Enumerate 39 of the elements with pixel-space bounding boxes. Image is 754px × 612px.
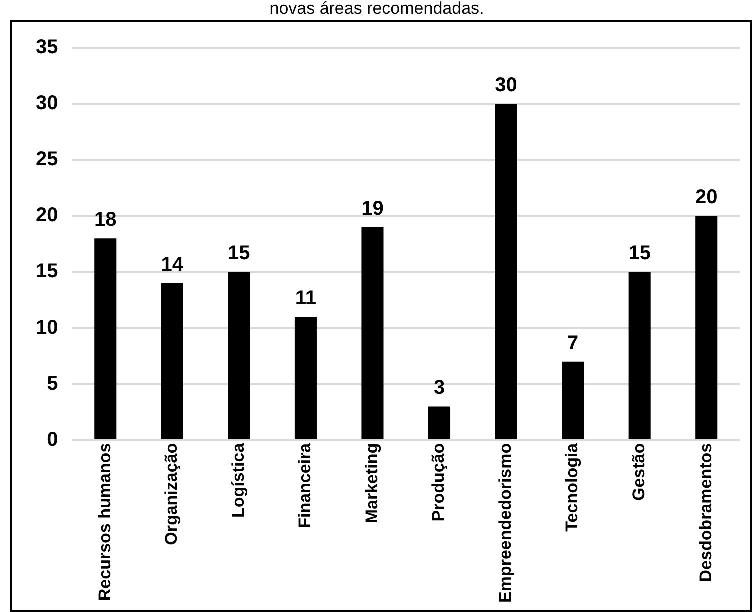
bar [628, 272, 651, 440]
bar [228, 272, 250, 440]
data-label: 18 [94, 209, 117, 232]
x-tick-label: Tecnologia [562, 442, 582, 532]
y-tick-label: 10 [36, 316, 58, 339]
y-tick-label: 25 [36, 148, 58, 171]
bar [362, 227, 384, 440]
x-tick-label: Financeira [296, 442, 315, 528]
y-tick-label: 35 [36, 36, 58, 59]
data-label: 15 [628, 242, 651, 265]
bar [495, 104, 518, 440]
bar [94, 238, 117, 440]
x-tick-label: Recursos humanos [95, 443, 114, 602]
y-tick-label: 0 [47, 428, 58, 451]
y-tick-label: 15 [36, 260, 58, 283]
x-tick-label: Organização [162, 443, 182, 546]
x-tick-label: Logística [228, 442, 248, 518]
x-tick-label: Desdobramentos [696, 443, 716, 582]
chart-title: novas áreas recomendadas. [268, 0, 486, 18]
data-label: 3 [434, 377, 446, 400]
x-tick-label: Produção [429, 443, 448, 522]
data-label: 7 [568, 332, 579, 354]
data-label: 11 [295, 288, 317, 310]
y-tick-label: 5 [47, 372, 58, 395]
data-label: 14 [161, 254, 184, 276]
data-label: 15 [228, 242, 250, 265]
bar [562, 362, 584, 440]
y-tick-label: 30 [36, 92, 58, 115]
x-tick-label: Empreendedorismo [496, 443, 515, 604]
data-label: 30 [495, 74, 518, 97]
y-tick-label: 20 [36, 204, 58, 227]
x-tick-label: Gestão [630, 443, 649, 501]
bar [161, 283, 184, 440]
data-label: 19 [362, 198, 384, 220]
bar [294, 317, 317, 440]
bar [428, 406, 451, 440]
data-label: 20 [695, 186, 718, 209]
bar [696, 216, 718, 440]
x-tick-label: Marketing [362, 443, 382, 524]
